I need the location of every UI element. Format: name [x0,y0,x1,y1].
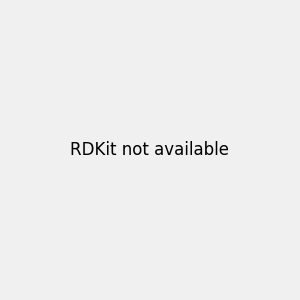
Text: RDKit not available: RDKit not available [70,141,230,159]
